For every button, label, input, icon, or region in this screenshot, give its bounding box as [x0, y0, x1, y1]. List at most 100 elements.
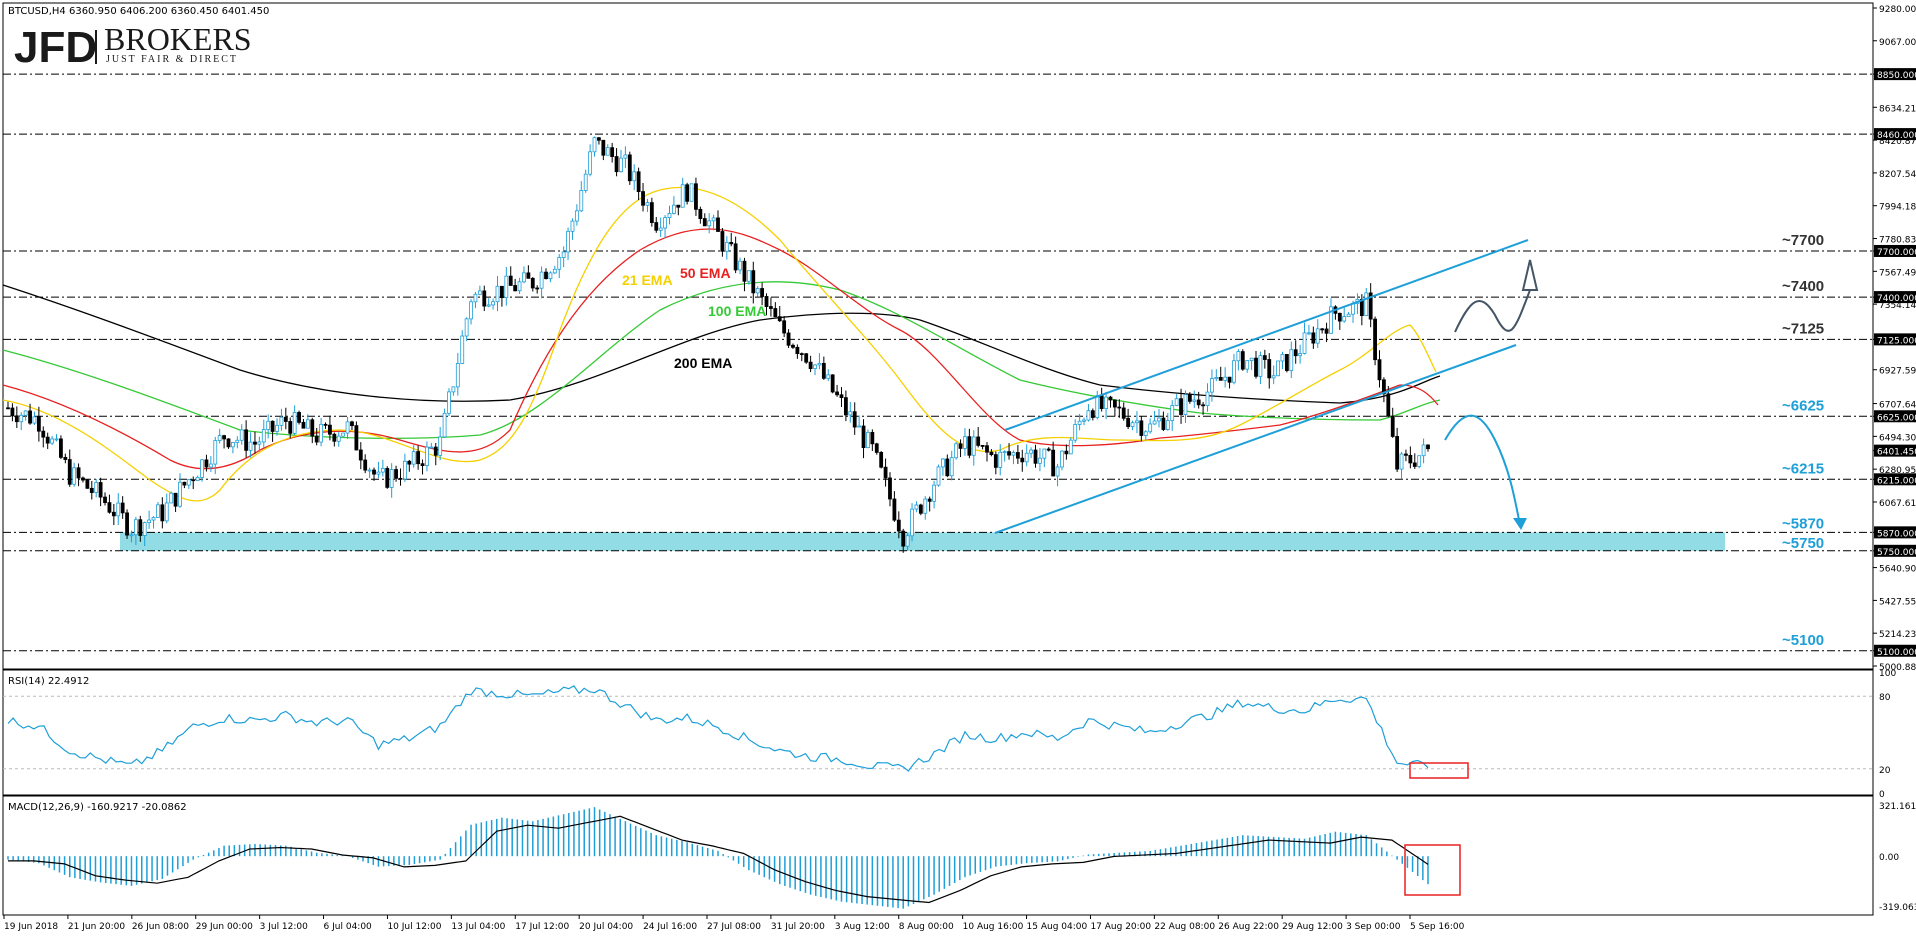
- price-tick-label: 6494.300: [1879, 433, 1916, 443]
- horizontal-levels: [3, 73, 1873, 652]
- price-tick-label: 6625.000: [1877, 413, 1916, 423]
- candle-body: [998, 451, 1003, 468]
- time-tick-label: 6 Jul 04:00: [324, 922, 373, 932]
- candle-body: [376, 471, 381, 475]
- time-tick-label: 22 Aug 08:00: [1154, 922, 1215, 932]
- candle-body: [764, 296, 769, 307]
- candle-body: [28, 410, 32, 424]
- candle-body: [473, 293, 478, 303]
- candle-body: [438, 436, 443, 456]
- candle-body: [147, 519, 152, 524]
- price-tick-label: 7354.145: [1879, 301, 1916, 311]
- candle-body: [1324, 328, 1329, 334]
- price-tick-label: 5750.000: [1877, 548, 1916, 558]
- candle-body: [680, 184, 685, 208]
- macd-tick-label: 0.00: [1879, 853, 1899, 863]
- level-label: ~5750: [1782, 535, 1824, 552]
- price-tick-label: 6215.000: [1877, 476, 1916, 486]
- candle-body: [561, 251, 566, 258]
- price-tick-label: 8420.870: [1879, 137, 1916, 147]
- candle-body: [914, 504, 919, 510]
- candle-body: [1187, 394, 1192, 402]
- candle-body: [689, 183, 694, 202]
- bullish-scenario-arrow: [1454, 259, 1539, 333]
- candle-body: [892, 498, 897, 521]
- candle-body: [160, 504, 165, 522]
- candle-body: [1108, 396, 1113, 401]
- macd-axis: 321.1617 0.00 -319.0638: [1879, 802, 1916, 913]
- candle-body: [1382, 379, 1386, 395]
- candle-body: [1024, 452, 1029, 463]
- candle-body: [1284, 354, 1289, 371]
- candle-body: [195, 476, 200, 481]
- candle-body: [447, 391, 451, 414]
- candle-body: [1033, 449, 1038, 464]
- candle-body: [746, 270, 751, 282]
- candle-body: [1390, 415, 1395, 437]
- ema200-label: 200 EMA: [674, 355, 732, 371]
- price-tick-label: 5100.000: [1877, 648, 1916, 658]
- macd-tick-label: 321.1617: [1879, 802, 1916, 812]
- brand-mark: JFD: [14, 23, 97, 72]
- brand-name: BROKERS: [104, 21, 252, 57]
- candle-body: [733, 243, 738, 271]
- candle-body: [358, 449, 363, 461]
- candle-body: [813, 364, 817, 369]
- candle-body: [59, 438, 63, 458]
- candle-body: [129, 534, 134, 537]
- candle-body: [508, 275, 513, 286]
- candle-body: [552, 268, 557, 274]
- candle-body: [1165, 420, 1170, 430]
- price-tick-label: 8460.000: [1877, 131, 1916, 141]
- price-tick-label: 9280.000: [1879, 5, 1916, 15]
- candle-body: [932, 484, 936, 502]
- candle-body: [522, 272, 526, 283]
- ema21-line: [2, 186, 1437, 502]
- brand-tagline: JUST FAIR & DIRECT: [106, 54, 238, 65]
- candle-body: [513, 285, 518, 292]
- macd-signal-line: [8, 815, 1429, 904]
- candle-body: [799, 353, 804, 355]
- candle-body: [1311, 332, 1316, 344]
- candle-body: [786, 332, 791, 346]
- candle-body: [1240, 351, 1245, 370]
- time-axis: 19 Jun 2018 21 Jun 20:00 26 Jun 08:00 29 Ju…: [3, 915, 1465, 932]
- candle-body: [266, 420, 271, 430]
- candle-body: [1011, 452, 1016, 456]
- candle-body: [971, 436, 976, 456]
- level-label: ~7700: [1782, 232, 1824, 249]
- time-tick-label: 13 Jul 04:00: [451, 922, 505, 932]
- candle-body: [1320, 328, 1325, 331]
- price-tick-label: 5640.900: [1879, 565, 1916, 575]
- candle-body: [663, 217, 667, 229]
- candle-body: [852, 411, 857, 428]
- price-axis: 9280.000 9067.000 8850.000 8634.210 8460.000…: [1872, 3, 1916, 915]
- level-labels: ~7700 ~7400 ~7125 ~6625 ~6215 ~5870 ~5750 ~5100: [1782, 232, 1824, 649]
- candle-body: [1351, 303, 1355, 315]
- candle-body: [416, 451, 421, 465]
- candle-body: [1082, 419, 1086, 422]
- candle-body: [323, 423, 328, 426]
- candle-body: [1289, 349, 1294, 371]
- candle-body: [411, 451, 416, 465]
- candle-body: [120, 502, 125, 514]
- candle-body: [402, 460, 407, 480]
- candle-body: [186, 479, 191, 486]
- candle-body: [1280, 354, 1285, 362]
- candle-body: [213, 440, 218, 465]
- candle-body: [301, 421, 306, 429]
- candle-body: [597, 137, 601, 141]
- candle-body: [989, 451, 994, 456]
- candle-body: [1210, 378, 1214, 393]
- candle-body: [835, 391, 839, 396]
- candle-body: [1095, 395, 1100, 418]
- candle-body: [297, 412, 301, 423]
- ema50-line: [2, 228, 1439, 470]
- candle-body: [570, 220, 575, 232]
- candle-body: [760, 288, 764, 297]
- candle-body: [231, 442, 235, 448]
- candle-body: [544, 271, 548, 280]
- candle-body: [1055, 466, 1060, 477]
- candle-body: [257, 441, 262, 445]
- candle-body: [133, 519, 138, 536]
